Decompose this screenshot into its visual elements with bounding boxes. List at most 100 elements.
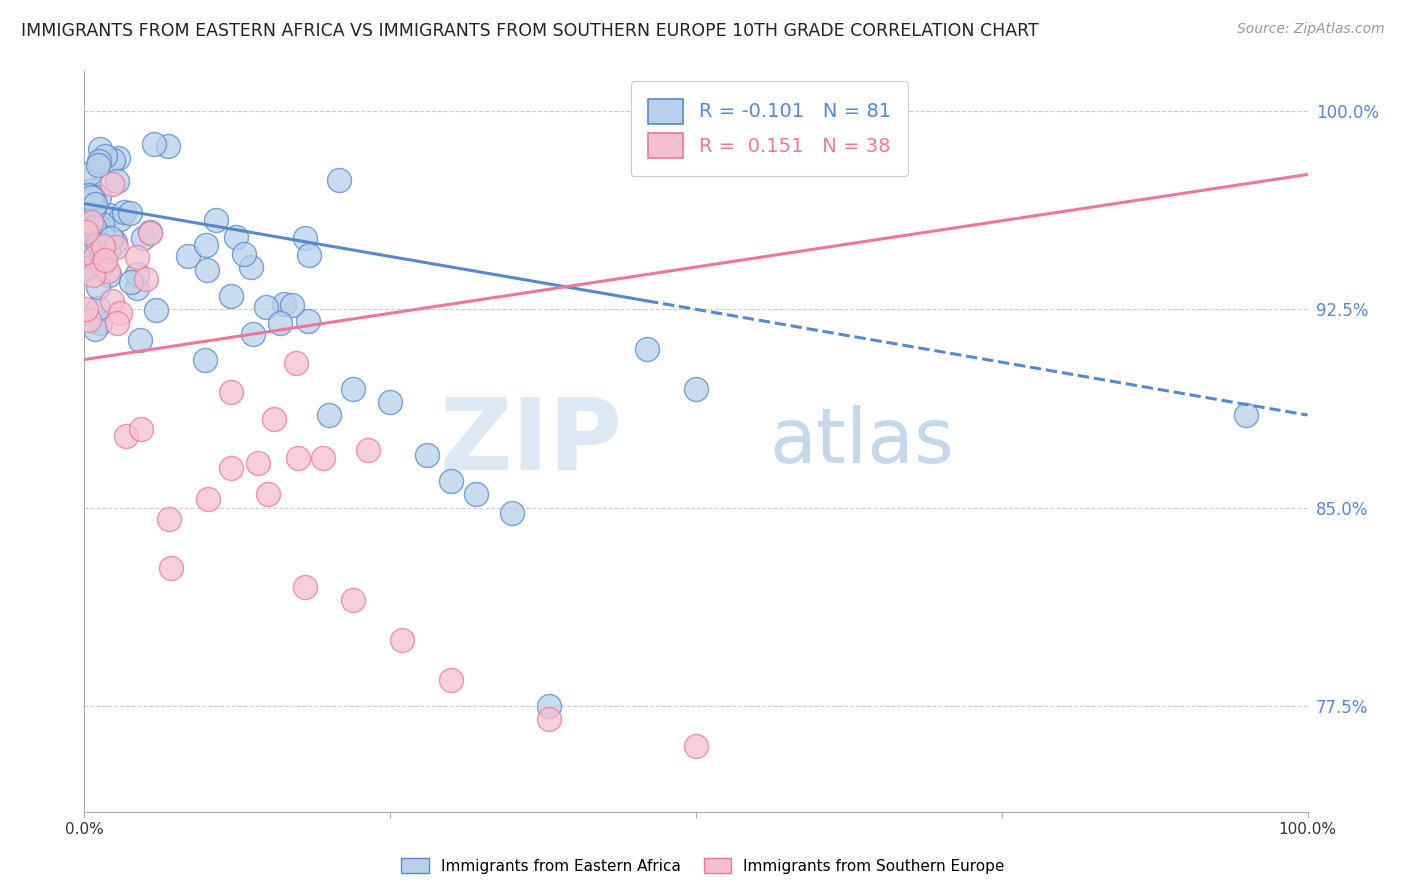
Point (294, 231, 316, 245)
Point (80, 183, 103, 197)
Point (75, 210, 97, 224)
Point (91, 230, 114, 244)
Point (257, 487, 280, 501)
Point (90, 217, 112, 231)
Point (83, 201, 105, 215)
Point (263, 412, 285, 426)
Point (84, 228, 107, 243)
Point (204, 212, 226, 227)
Point (97, 268, 120, 282)
Point (76, 260, 98, 275)
Legend: Immigrants from Eastern Africa, Immigrants from Southern Europe: Immigrants from Eastern Africa, Immigran… (395, 852, 1011, 880)
Point (139, 225, 162, 239)
Point (100, 231, 122, 245)
Point (118, 205, 141, 219)
Point (83, 219, 105, 234)
Point (90, 249, 112, 263)
Point (127, 267, 149, 281)
Point (129, 421, 152, 435)
Point (90, 258, 112, 272)
Point (86, 158, 108, 172)
Point (157, 139, 180, 153)
Point (197, 491, 219, 506)
Point (254, 300, 277, 314)
Point (160, 561, 183, 575)
Point (391, 632, 413, 647)
Point (312, 450, 335, 465)
Point (195, 262, 218, 277)
Point (440, 673, 463, 687)
Text: IMMIGRANTS FROM EASTERN AFRICA VS IMMIGRANTS FROM SOUTHERN EUROPE 10TH GRADE COR: IMMIGRANTS FROM EASTERN AFRICA VS IMMIGR… (21, 22, 1039, 40)
Point (89, 190, 111, 204)
Point (132, 231, 155, 245)
Text: ZIP: ZIP (440, 393, 623, 490)
Point (636, 342, 658, 356)
Text: Source: ZipAtlas.com: Source: ZipAtlas.com (1237, 22, 1385, 37)
Legend: R = -0.101   N = 81, R =  0.151   N = 38: R = -0.101 N = 81, R = 0.151 N = 38 (630, 81, 908, 176)
Point (79, 312, 101, 326)
Point (297, 314, 319, 328)
Point (80, 190, 103, 204)
Point (83, 197, 105, 211)
Point (145, 303, 167, 318)
Point (114, 429, 136, 443)
Point (105, 316, 128, 330)
Point (75, 245, 97, 260)
Point (86, 235, 108, 249)
Point (246, 456, 269, 470)
Point (239, 260, 262, 275)
Point (82, 191, 104, 205)
Point (79, 260, 101, 274)
Point (298, 248, 321, 262)
Point (84, 250, 107, 264)
Point (80, 215, 103, 229)
Point (380, 395, 402, 409)
Point (80, 206, 103, 220)
Point (219, 289, 242, 303)
Point (87, 301, 110, 315)
Point (328, 173, 350, 187)
Point (75, 301, 97, 316)
Point (108, 306, 131, 320)
Point (94, 253, 117, 268)
Point (502, 506, 524, 520)
Point (97, 244, 120, 259)
Point (177, 249, 200, 263)
Point (89, 316, 111, 330)
Point (685, 739, 707, 753)
Point (98, 209, 121, 223)
Point (1236, 408, 1258, 422)
Point (135, 272, 157, 286)
Point (157, 512, 180, 526)
Point (107, 151, 129, 165)
Point (82, 268, 104, 283)
Point (287, 451, 309, 466)
Point (105, 240, 128, 254)
Point (242, 327, 264, 342)
Point (105, 174, 128, 188)
Point (294, 580, 316, 594)
Point (219, 461, 242, 475)
Point (281, 298, 304, 312)
Point (75, 188, 97, 202)
Point (83, 322, 105, 336)
Point (87, 236, 110, 251)
Point (87, 280, 110, 294)
Point (87, 154, 110, 169)
Point (143, 136, 166, 151)
Point (75, 225, 97, 239)
Point (318, 408, 340, 422)
Point (225, 230, 247, 244)
Point (342, 593, 364, 607)
Point (193, 353, 215, 368)
Point (219, 384, 242, 399)
Point (79, 166, 101, 180)
Point (538, 712, 561, 726)
Point (104, 235, 127, 250)
Point (112, 205, 135, 219)
Point (269, 316, 291, 330)
Point (75, 240, 97, 254)
Point (86, 219, 108, 233)
Point (101, 153, 124, 167)
Point (440, 474, 463, 488)
